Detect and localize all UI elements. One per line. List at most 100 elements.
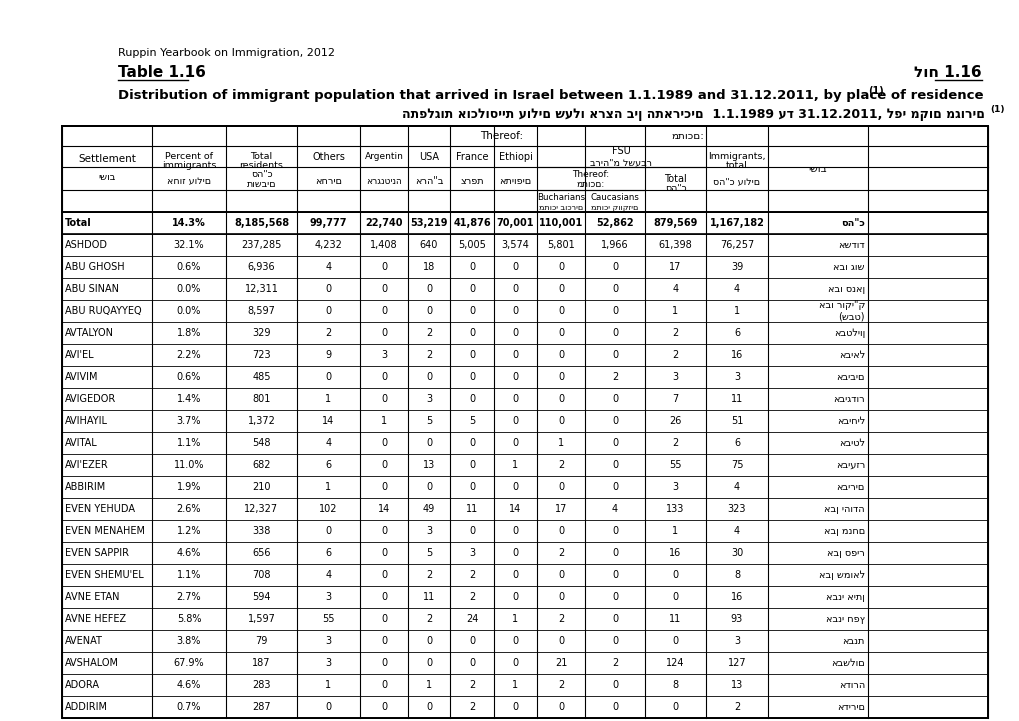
Text: 1: 1 (672, 306, 678, 316)
Text: ישוב: ישוב (808, 164, 826, 174)
Text: 17: 17 (554, 504, 567, 514)
Text: Thereof:: Thereof: (480, 131, 523, 141)
Text: 79: 79 (255, 636, 267, 646)
Text: אחוז עולים: אחוז עולים (167, 177, 211, 186)
Text: התפלגות אוכלוסיית עולים שעלו ארצה בין התאריכים  1.1.1989 עד 31.12.2011, לפי מקום: התפלגות אוכלוסיית עולים שעלו ארצה בין הת… (401, 108, 984, 121)
Text: 0: 0 (325, 702, 331, 712)
Text: Distribution of immigrant population that arrived in Israel between 1.1.1989 and: Distribution of immigrant population tha… (118, 89, 982, 102)
Text: 5,801: 5,801 (546, 240, 575, 250)
Text: EVEN SHEMU'EL: EVEN SHEMU'EL (65, 570, 144, 580)
Text: AVNE HEFEZ: AVNE HEFEZ (65, 614, 126, 624)
Text: 682: 682 (252, 460, 270, 470)
Text: אביטל: אביטל (839, 438, 864, 448)
Text: 3: 3 (380, 350, 386, 360)
Text: אבו גוש: אבו גוש (833, 262, 864, 272)
Text: אביבים: אביבים (836, 372, 864, 382)
Text: 5.8%: 5.8% (176, 614, 201, 624)
Text: 0: 0 (380, 284, 386, 294)
Text: 102: 102 (319, 504, 337, 514)
Text: AVIHAYIL: AVIHAYIL (65, 416, 108, 426)
Text: 41,876: 41,876 (452, 218, 490, 228)
Text: סה"כ: סה"כ (251, 170, 272, 179)
Text: 0: 0 (672, 702, 678, 712)
Text: 0: 0 (380, 592, 386, 602)
Text: 0: 0 (611, 306, 618, 316)
Text: 0: 0 (469, 372, 475, 382)
Text: 0: 0 (611, 438, 618, 448)
Text: 14.3%: 14.3% (172, 218, 206, 228)
Text: 801: 801 (252, 394, 270, 404)
Text: 3.7%: 3.7% (176, 416, 201, 426)
Text: סה"כ: סה"כ (841, 218, 864, 228)
Text: 723: 723 (252, 350, 271, 360)
Text: 0: 0 (512, 570, 518, 580)
Text: 1,408: 1,408 (370, 240, 397, 250)
Text: צרפת: צרפת (460, 177, 483, 187)
Text: ADDIRIM: ADDIRIM (65, 702, 108, 712)
Text: 16: 16 (668, 548, 681, 558)
Text: 0: 0 (426, 306, 432, 316)
Text: אביאל: אביאל (838, 350, 864, 360)
Text: 1,372: 1,372 (248, 416, 275, 426)
Text: 14: 14 (377, 504, 389, 514)
Text: 0: 0 (469, 284, 475, 294)
Text: (1): (1) (989, 105, 1004, 114)
Text: 11: 11 (423, 592, 435, 602)
Text: 1.2%: 1.2% (176, 526, 201, 536)
Text: 4: 4 (672, 284, 678, 294)
Text: 0: 0 (512, 592, 518, 602)
Text: 11: 11 (466, 504, 478, 514)
Text: 0: 0 (380, 680, 386, 690)
Text: Immigrants,: Immigrants, (707, 152, 765, 161)
Text: 0: 0 (611, 570, 618, 580)
Text: 0: 0 (557, 372, 564, 382)
Text: 0: 0 (557, 306, 564, 316)
Text: 16: 16 (731, 350, 743, 360)
Text: 2: 2 (325, 328, 331, 338)
Text: אבני איתן: אבני איתן (825, 592, 864, 602)
Text: 0: 0 (512, 636, 518, 646)
Text: 283: 283 (252, 680, 270, 690)
Text: 1.8%: 1.8% (176, 328, 201, 338)
Text: ABU SINAN: ABU SINAN (65, 284, 119, 294)
Text: 3: 3 (325, 636, 331, 646)
Text: ישוב: ישוב (98, 172, 115, 182)
Text: 1: 1 (325, 482, 331, 492)
Text: 0: 0 (380, 570, 386, 580)
Text: 0: 0 (426, 372, 432, 382)
Text: בריה"מ לשעבר: בריה"מ לשעבר (590, 158, 652, 167)
Text: AVIVIM: AVIVIM (65, 372, 99, 382)
Text: 3: 3 (672, 372, 678, 382)
Text: 11: 11 (668, 614, 681, 624)
Text: אדירים: אדירים (837, 702, 864, 712)
Text: אבשלום: אבשלום (830, 658, 864, 668)
Text: 55: 55 (668, 460, 681, 470)
Text: AVI'EL: AVI'EL (65, 350, 95, 360)
Text: 14: 14 (322, 416, 334, 426)
Text: 1: 1 (426, 680, 432, 690)
Text: Caucasians: Caucasians (590, 193, 639, 201)
Text: 61,398: 61,398 (658, 240, 692, 250)
Text: 0: 0 (611, 416, 618, 426)
Text: 0: 0 (380, 482, 386, 492)
Text: אבטליון: אבטליון (833, 328, 864, 338)
Text: 53,219: 53,219 (410, 218, 447, 228)
Text: 1: 1 (512, 460, 518, 470)
Text: 0: 0 (611, 680, 618, 690)
Text: אביעזר: אביעזר (835, 460, 864, 470)
Text: 0: 0 (557, 394, 564, 404)
Text: AVI'EZER: AVI'EZER (65, 460, 109, 470)
Text: 0.0%: 0.0% (176, 284, 201, 294)
Text: 0: 0 (611, 262, 618, 272)
Text: 2: 2 (672, 328, 678, 338)
Text: אדורה: אדורה (838, 680, 864, 690)
Text: מתוכי קווקזים: מתוכי קווקזים (591, 203, 638, 211)
Text: 32.1%: 32.1% (173, 240, 204, 250)
Text: 26: 26 (668, 416, 681, 426)
Text: 1,167,182: 1,167,182 (709, 218, 763, 228)
Text: 1: 1 (557, 438, 564, 448)
Text: 0: 0 (557, 636, 564, 646)
Text: 110,001: 110,001 (538, 218, 583, 228)
Text: 0: 0 (380, 658, 386, 668)
Text: 0: 0 (426, 636, 432, 646)
